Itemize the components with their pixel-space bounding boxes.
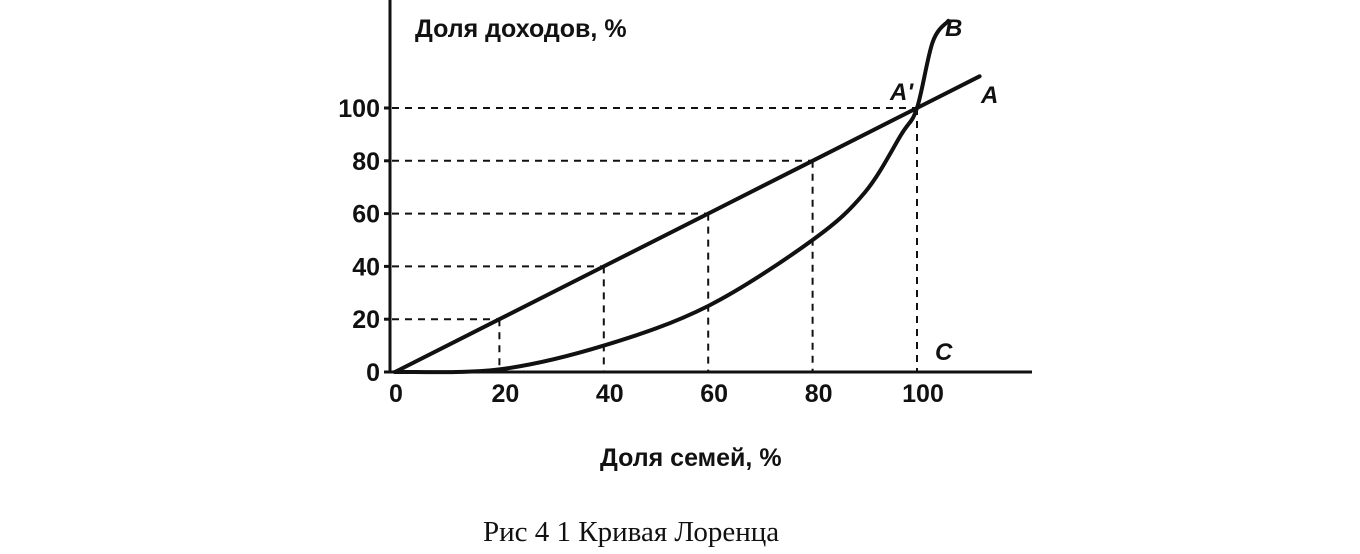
- point-label-c: C: [935, 339, 953, 366]
- y-tick-label: 60: [352, 201, 380, 229]
- y-tick-label: 40: [352, 253, 380, 281]
- y-tick-label: 100: [338, 95, 380, 123]
- point-label-a: A: [980, 82, 998, 109]
- x-tick-label: 0: [389, 380, 403, 408]
- x-tick-label: 40: [596, 380, 624, 408]
- x-tick-label: 80: [805, 380, 833, 408]
- y-tick-labels: 0 20 40 60 80 100: [338, 95, 390, 387]
- x-axis-title: Доля семей, %: [600, 444, 782, 472]
- y-tick-label: 80: [352, 148, 380, 176]
- figure-caption: Рис 4 1 Кривая Лоренца: [483, 516, 779, 548]
- equality-line-a: [393, 74, 982, 374]
- x-tick-label: 100: [902, 380, 944, 408]
- x-tick-label: 60: [700, 380, 728, 408]
- lorenz-curve-b: [393, 18, 951, 375]
- point-label-a-prime: A': [889, 79, 914, 106]
- y-axis-title: Доля доходов, %: [415, 15, 627, 43]
- point-label-b: B: [945, 15, 962, 42]
- guide-lines: [392, 107, 918, 372]
- y-tick-label: 20: [352, 306, 380, 334]
- y-tick-label: 0: [366, 359, 380, 387]
- x-tick-label: 20: [491, 380, 519, 408]
- x-tick-labels: 0 20 40 60 80 100: [389, 380, 944, 408]
